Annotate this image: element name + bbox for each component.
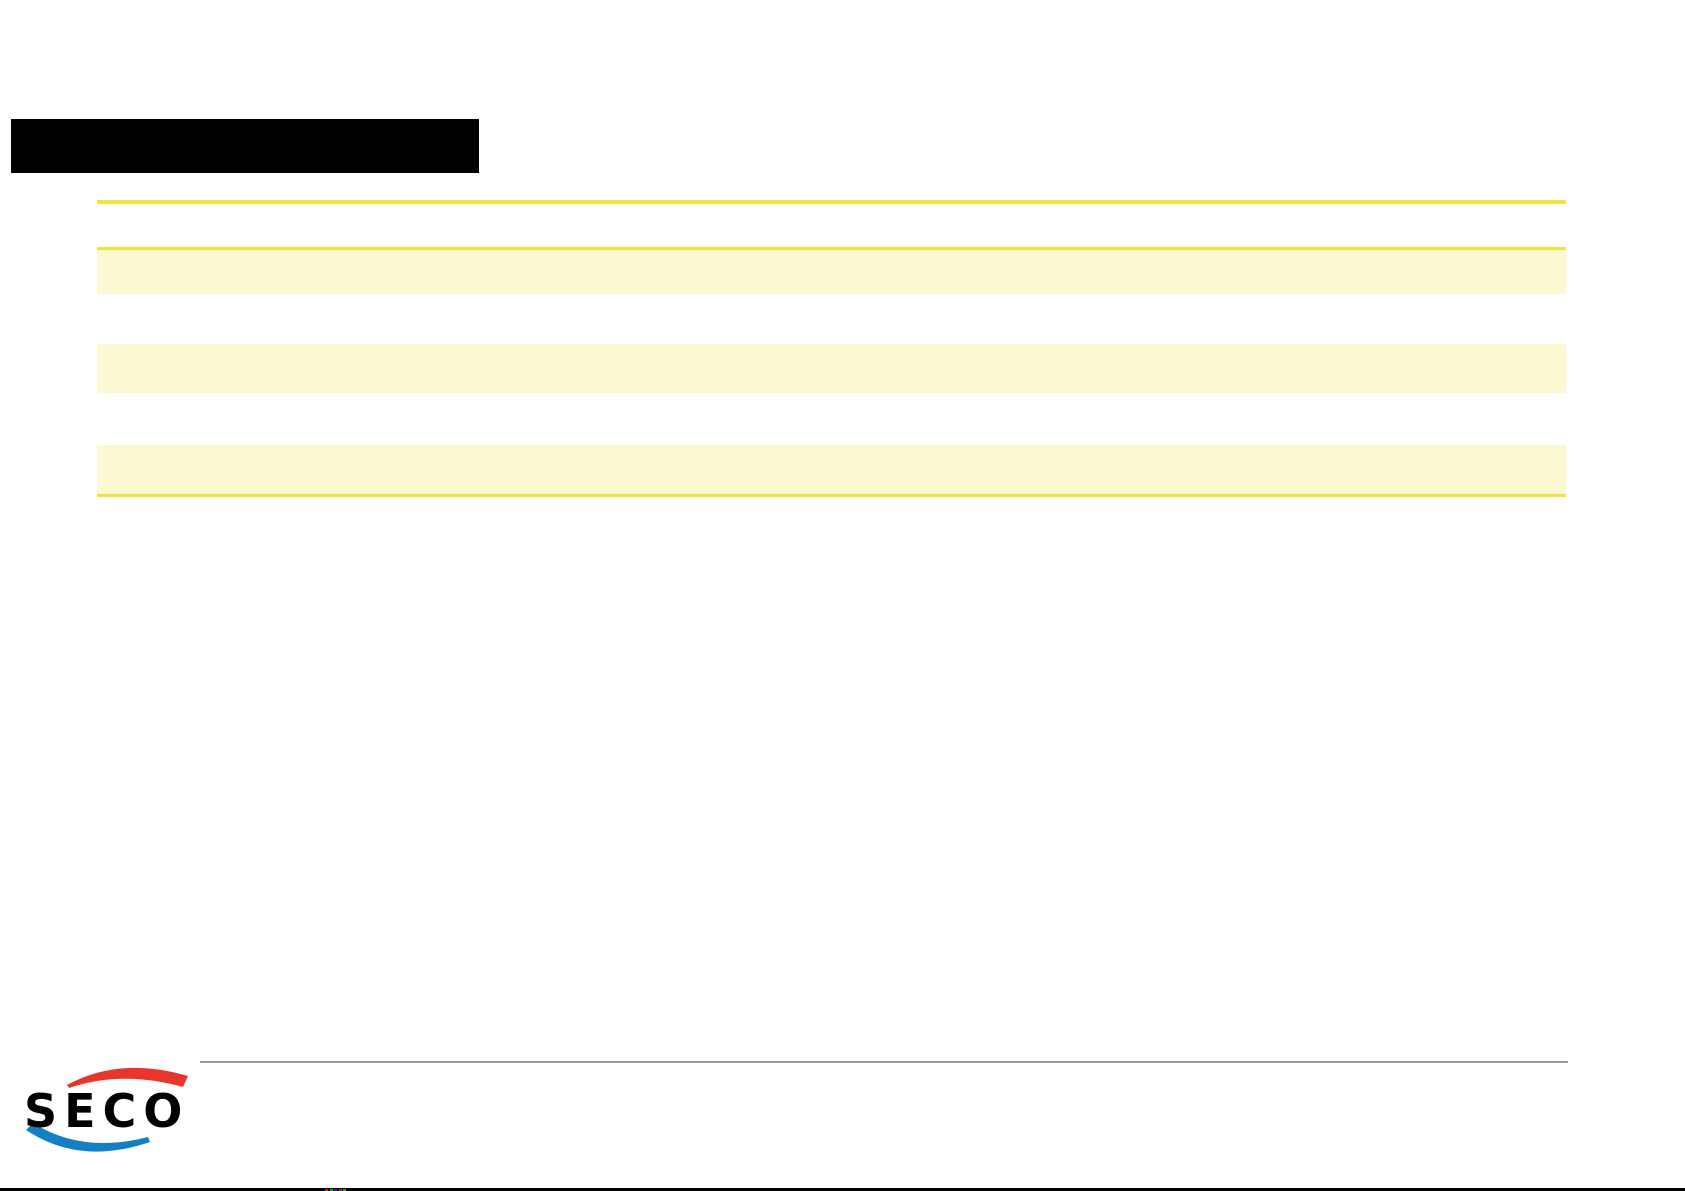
seco-logo-icon: SECO [24, 1067, 189, 1152]
micro-color-mark [343, 1189, 346, 1191]
highlighted-row-2 [97, 344, 1566, 393]
yellow-divider-line [97, 200, 1566, 204]
micro-color-mark [330, 1189, 333, 1191]
micro-color-mark [339, 1189, 342, 1191]
seco-logo: SECO [20, 1056, 192, 1164]
logo-red-swoosh-icon [67, 1067, 188, 1088]
highlighted-row-3 [97, 445, 1566, 497]
bottom-edge-bar [0, 1188, 1685, 1191]
footer-divider-line [200, 1061, 1568, 1063]
highlighted-row-1 [97, 247, 1566, 294]
logo-wordmark: SECO [24, 1084, 189, 1138]
redacted-title-block [11, 119, 479, 173]
logo-blue-swoosh-icon [26, 1123, 150, 1152]
micro-color-mark [325, 1189, 328, 1191]
micro-color-mark [334, 1189, 337, 1191]
